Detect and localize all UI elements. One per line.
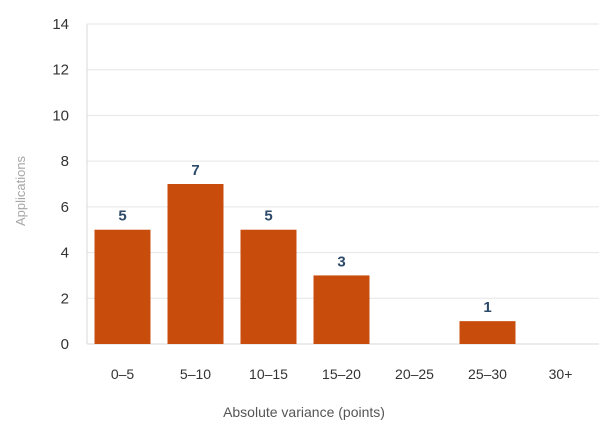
data-label: 5 bbox=[118, 208, 126, 225]
x-tick-label: 5–10 bbox=[180, 366, 211, 382]
bar bbox=[240, 229, 297, 344]
y-tick-label: 14 bbox=[52, 16, 69, 33]
x-axis-label: Absolute variance (points) bbox=[223, 404, 385, 420]
bar bbox=[167, 184, 224, 344]
y-tick-label: 2 bbox=[61, 290, 69, 307]
x-axis-ticks: 0–5 5–10 10–15 15–20 20–25 25–30 30+ bbox=[111, 366, 573, 382]
data-label: 7 bbox=[191, 162, 199, 179]
y-tick-label: 8 bbox=[61, 153, 69, 170]
x-tick-label: 20–25 bbox=[395, 366, 434, 382]
data-label: 3 bbox=[337, 253, 345, 270]
y-axis-ticks: 0 2 4 6 8 10 12 14 bbox=[52, 16, 69, 353]
data-label: 5 bbox=[264, 208, 272, 225]
bar bbox=[94, 229, 151, 344]
x-tick-label: 10–15 bbox=[249, 366, 288, 382]
x-tick-label: 25–30 bbox=[468, 366, 507, 382]
y-tick-label: 4 bbox=[61, 245, 69, 262]
y-tick-label: 12 bbox=[52, 62, 69, 79]
y-tick-label: 6 bbox=[61, 199, 69, 216]
x-tick-label: 0–5 bbox=[111, 366, 135, 382]
bars bbox=[94, 184, 516, 344]
data-labels: 5 7 5 3 1 bbox=[118, 162, 491, 316]
y-axis-label: Applications bbox=[13, 155, 28, 226]
y-tick-label: 10 bbox=[52, 107, 69, 124]
x-tick-label: 30+ bbox=[549, 366, 573, 382]
x-tick-label: 15–20 bbox=[322, 366, 361, 382]
bar bbox=[459, 321, 516, 344]
bar bbox=[313, 275, 370, 344]
y-tick-label: 0 bbox=[61, 336, 69, 353]
data-label: 1 bbox=[483, 299, 491, 316]
